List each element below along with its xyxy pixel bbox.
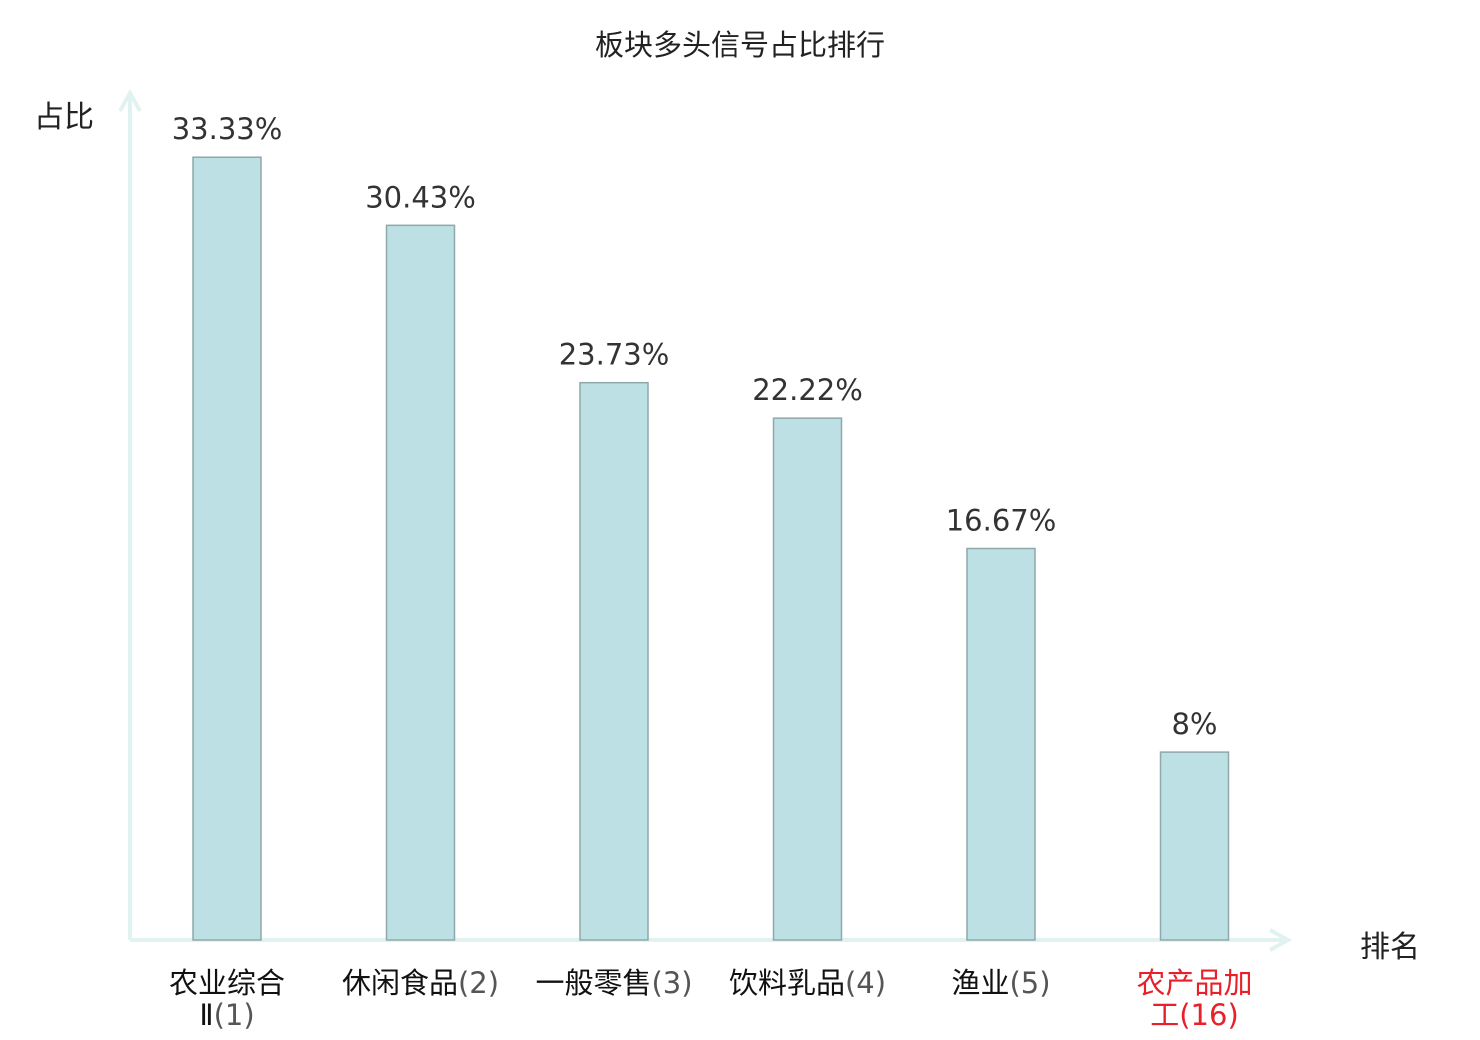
bar [192, 156, 262, 941]
x-tick-label: 休闲食品(2) [321, 967, 521, 999]
category-rank: (4) [844, 966, 887, 1000]
x-tick-label: 农产品加 工(16) [1095, 967, 1295, 1031]
y-axis-arrow [118, 88, 142, 112]
y-axis-label: 占比 [34, 100, 94, 135]
bar [966, 547, 1036, 941]
category-rank: (1) [213, 998, 255, 1032]
category-name: 一般零售 [535, 966, 652, 1000]
category-rank: (3) [651, 966, 693, 1000]
category-name-continued: 工 [1150, 998, 1180, 1032]
chart-title: 板块多头信号占比排行 [594, 28, 885, 62]
category-name: 休闲食品 [341, 966, 458, 1000]
bar [1159, 751, 1230, 941]
category-name: 渔业 [951, 966, 1010, 1000]
x-tick-label: 一般零售(3) [514, 967, 714, 999]
data-label: 30.43% [365, 180, 476, 214]
data-label: 22.22% [752, 373, 863, 407]
bar [772, 417, 843, 941]
category-name: 饮料乳品 [728, 966, 845, 1000]
x-axis-label: 排名 [1360, 930, 1420, 965]
data-label: 8% [1171, 707, 1217, 741]
bar [579, 381, 649, 941]
category-rank: (2) [457, 966, 500, 1000]
category-rank: (16) [1179, 998, 1239, 1032]
x-tick-label: 饮料乳品(4) [708, 967, 908, 999]
category-rank: (5) [1009, 966, 1051, 1000]
x-tick-label: 农业综合 Ⅱ(1) [127, 967, 327, 1031]
data-label: 33.33% [172, 112, 283, 146]
x-tick-label: 渔业(5) [901, 967, 1101, 999]
data-label: 16.67% [946, 503, 1057, 537]
category-name-continued: Ⅱ [199, 998, 214, 1032]
data-label: 23.73% [559, 338, 670, 372]
category-name: 农业综合 [168, 966, 285, 1000]
bar [385, 224, 456, 941]
category-name: 农产品加 [1136, 966, 1253, 1000]
x-axis-arrow [1269, 928, 1293, 952]
